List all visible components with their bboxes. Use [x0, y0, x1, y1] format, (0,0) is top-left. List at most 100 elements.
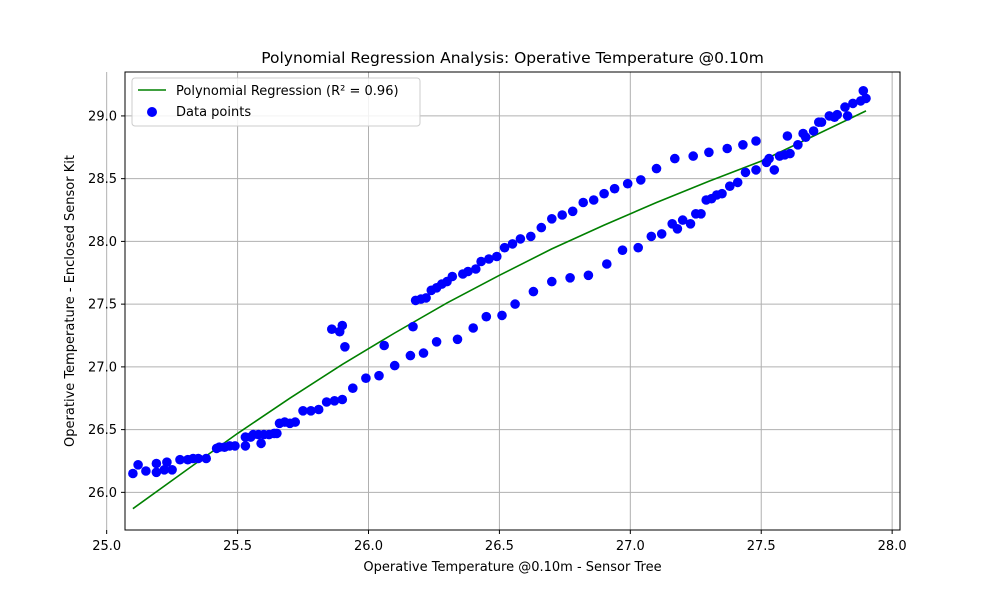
data-point [717, 188, 727, 199]
y-tick-label: 28.5 [88, 172, 117, 187]
data-point [389, 360, 400, 371]
data-point [651, 163, 662, 174]
data-point [337, 320, 348, 331]
data-point [557, 210, 567, 220]
data-point [785, 148, 795, 159]
data-point [361, 373, 371, 384]
data-point [340, 342, 350, 352]
data-point [842, 111, 853, 121]
data-point [272, 428, 282, 439]
data-point [583, 270, 594, 281]
data-point [677, 215, 688, 225]
data-point [468, 323, 479, 333]
data-point [240, 441, 251, 451]
data-point [536, 222, 547, 233]
data-point [298, 406, 308, 416]
data-point [732, 177, 743, 188]
x-axis-label: Operative Temperature @0.10m - Sensor Tr… [363, 560, 661, 575]
data-point [672, 224, 683, 234]
data-point [793, 140, 803, 150]
data-point [740, 167, 751, 178]
legend-label-regression: Polynomial Regression (R² = 0.96) [176, 84, 399, 99]
data-point [829, 112, 840, 122]
data-point [722, 143, 732, 154]
regression-line-group [132, 110, 867, 510]
data-point [769, 165, 780, 175]
data-point [599, 188, 609, 199]
x-tick-label: 27.5 [747, 539, 776, 554]
data-point [798, 128, 808, 139]
data-point [167, 465, 177, 475]
data-point [861, 93, 871, 104]
data-point [128, 468, 138, 479]
data-point [329, 396, 340, 406]
data-point [617, 245, 628, 255]
x-tick-label: 25.5 [223, 539, 252, 554]
data-point [497, 310, 507, 321]
data-point [515, 234, 526, 244]
data-point [431, 337, 442, 347]
data-point [321, 397, 332, 407]
data-point [405, 350, 416, 361]
data-point [704, 147, 714, 158]
x-tick-label: 26.5 [485, 539, 514, 554]
data-point [408, 321, 418, 332]
legend-point-swatch [147, 107, 157, 117]
y-tick-label: 26.5 [88, 423, 117, 438]
data-point [476, 256, 486, 267]
data-point [814, 117, 824, 127]
chart-title: Polynomial Regression Analysis: Operativ… [261, 49, 764, 67]
y-tick-label: 28.0 [88, 235, 117, 250]
data-point [141, 466, 151, 476]
data-point [848, 98, 858, 109]
data-point [808, 126, 819, 136]
data-point [175, 454, 185, 465]
data-point [421, 293, 431, 303]
y-tick-label: 27.0 [88, 360, 117, 375]
data-point [484, 254, 494, 264]
data-point [622, 178, 633, 189]
data-point [688, 151, 698, 161]
data-point [636, 175, 646, 185]
data-point [578, 197, 588, 208]
data-point [547, 214, 557, 224]
data-point [565, 273, 575, 283]
data-point [588, 195, 599, 205]
data-point [725, 181, 735, 191]
data-point [738, 140, 748, 150]
x-tick-label: 27.0 [616, 539, 645, 554]
data-point [685, 219, 696, 229]
data-point [492, 251, 502, 262]
legend-label-data-points: Data points [176, 105, 251, 120]
data-point [201, 453, 211, 464]
data-point [547, 276, 557, 287]
data-point [528, 286, 539, 297]
data-point [306, 406, 316, 416]
regression-line [132, 110, 867, 510]
data-point [463, 266, 473, 277]
y-tick-label: 29.0 [88, 109, 117, 124]
data-point [507, 239, 518, 249]
data-point [602, 259, 612, 269]
data-point [151, 467, 162, 478]
data-point [481, 311, 492, 322]
data-point [348, 383, 358, 394]
legend-box [131, 77, 421, 127]
data-point [526, 231, 536, 242]
data-point [782, 131, 793, 141]
data-point [840, 102, 850, 112]
plot-frame [124, 71, 901, 531]
data-point [256, 438, 266, 449]
data-point [567, 206, 578, 217]
data-point [696, 209, 706, 219]
data-point [374, 370, 384, 381]
data-point [159, 465, 170, 475]
data-point [379, 340, 390, 351]
data-point [858, 86, 869, 96]
x-axis-ticks: 25.0 25.5 26.0 26.5 27.0 27.5 28.0 [92, 530, 907, 554]
data-point [230, 441, 240, 451]
data-point [337, 394, 348, 405]
y-tick-label: 27.5 [88, 298, 117, 313]
data-point [471, 264, 481, 274]
